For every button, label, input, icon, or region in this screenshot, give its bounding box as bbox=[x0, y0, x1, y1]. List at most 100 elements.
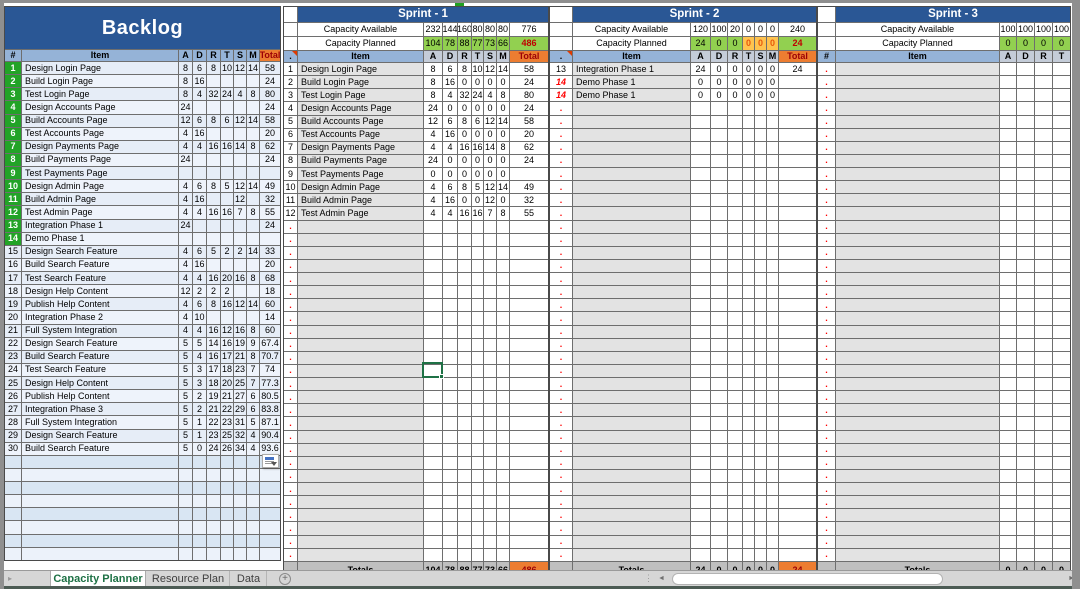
value-cell[interactable] bbox=[472, 233, 483, 246]
row-number[interactable]: . bbox=[550, 483, 572, 496]
value-cell[interactable]: 0 bbox=[472, 168, 483, 181]
value-cell[interactable] bbox=[743, 194, 754, 207]
item-cell[interactable] bbox=[836, 89, 999, 102]
value-cell[interactable] bbox=[767, 181, 778, 194]
value-cell[interactable]: 14 bbox=[484, 141, 496, 154]
value-cell[interactable] bbox=[1053, 299, 1070, 312]
value-cell[interactable] bbox=[1035, 141, 1052, 154]
row-number[interactable]: . bbox=[818, 259, 835, 272]
value-cell[interactable] bbox=[497, 509, 509, 522]
row-number[interactable]: . bbox=[818, 443, 835, 456]
value-cell[interactable] bbox=[424, 233, 442, 246]
fill-handle[interactable] bbox=[439, 374, 444, 379]
value-cell[interactable] bbox=[767, 364, 778, 377]
value-cell[interactable] bbox=[767, 286, 778, 299]
value-cell[interactable] bbox=[711, 141, 727, 154]
item-cell[interactable] bbox=[836, 535, 999, 548]
total-cell[interactable] bbox=[779, 273, 816, 286]
value-cell[interactable] bbox=[1017, 378, 1034, 391]
scroll-right-icon[interactable]: ► bbox=[1068, 575, 1075, 582]
row-number[interactable]: . bbox=[284, 483, 297, 496]
empty-cell[interactable] bbox=[221, 508, 233, 521]
row-number[interactable]: . bbox=[818, 456, 835, 469]
row-number[interactable]: 15 bbox=[5, 245, 21, 258]
value-cell[interactable] bbox=[728, 233, 742, 246]
value-cell[interactable]: 2 bbox=[221, 245, 233, 258]
total-cell[interactable]: 20 bbox=[260, 258, 280, 271]
item-cell[interactable]: Build Search Feature bbox=[22, 442, 178, 455]
value-cell[interactable] bbox=[691, 312, 710, 325]
value-cell[interactable]: 4 bbox=[247, 429, 259, 442]
value-cell[interactable] bbox=[1000, 443, 1016, 456]
value-cell[interactable] bbox=[1000, 246, 1016, 259]
value-cell[interactable]: 0 bbox=[458, 194, 471, 207]
item-cell[interactable] bbox=[573, 128, 690, 141]
value-cell[interactable] bbox=[497, 351, 509, 364]
value-cell[interactable] bbox=[711, 246, 727, 259]
total-cell[interactable] bbox=[260, 232, 280, 245]
value-cell[interactable]: 14 bbox=[207, 337, 220, 350]
row-number[interactable]: . bbox=[284, 469, 297, 482]
capacity-available-value[interactable]: 80 bbox=[484, 23, 496, 36]
row-number[interactable]: . bbox=[818, 63, 835, 76]
value-cell[interactable] bbox=[1053, 364, 1070, 377]
value-cell[interactable] bbox=[443, 443, 457, 456]
row-number[interactable]: 12 bbox=[5, 206, 21, 219]
value-cell[interactable] bbox=[711, 430, 727, 443]
value-cell[interactable] bbox=[207, 153, 220, 166]
item-cell[interactable]: Integration Phase 1 bbox=[573, 63, 690, 76]
value-cell[interactable] bbox=[728, 115, 742, 128]
item-cell[interactable] bbox=[836, 76, 999, 89]
row-number[interactable]: . bbox=[818, 141, 835, 154]
value-cell[interactable] bbox=[497, 286, 509, 299]
value-cell[interactable] bbox=[1017, 430, 1034, 443]
item-cell[interactable] bbox=[573, 404, 690, 417]
value-cell[interactable] bbox=[767, 325, 778, 338]
item-cell[interactable] bbox=[836, 194, 999, 207]
value-cell[interactable] bbox=[472, 443, 483, 456]
row-number[interactable]: 16 bbox=[5, 258, 21, 271]
value-cell[interactable] bbox=[497, 535, 509, 548]
value-cell[interactable] bbox=[728, 535, 742, 548]
total-cell[interactable]: 87.1 bbox=[260, 416, 280, 429]
item-cell[interactable]: Test Accounts Page bbox=[22, 127, 178, 140]
value-cell[interactable] bbox=[424, 273, 442, 286]
item-cell[interactable] bbox=[298, 273, 423, 286]
capacity-planned-value[interactable]: 77 bbox=[472, 37, 483, 50]
total-cell[interactable]: 93.6 bbox=[260, 442, 280, 455]
row-number[interactable]: . bbox=[550, 417, 572, 430]
value-cell[interactable] bbox=[497, 299, 509, 312]
value-cell[interactable]: 16 bbox=[234, 324, 246, 337]
item-cell[interactable] bbox=[836, 299, 999, 312]
value-cell[interactable] bbox=[443, 378, 457, 391]
capacity-planned-value[interactable]: 66 bbox=[497, 37, 509, 50]
row-number[interactable]: . bbox=[818, 522, 835, 535]
row-number[interactable]: 4 bbox=[284, 102, 297, 115]
value-cell[interactable] bbox=[767, 154, 778, 167]
row-number[interactable]: 13 bbox=[5, 219, 21, 232]
value-cell[interactable] bbox=[755, 207, 766, 220]
item-cell[interactable]: Design Search Feature bbox=[22, 245, 178, 258]
total-cell[interactable]: 33 bbox=[260, 245, 280, 258]
value-cell[interactable]: 8 bbox=[424, 76, 442, 89]
value-cell[interactable] bbox=[497, 483, 509, 496]
value-cell[interactable] bbox=[424, 286, 442, 299]
value-cell[interactable]: 5 bbox=[179, 337, 192, 350]
value-cell[interactable]: 0 bbox=[472, 102, 483, 115]
total-cell[interactable] bbox=[779, 469, 816, 482]
value-cell[interactable] bbox=[743, 115, 754, 128]
total-cell[interactable] bbox=[779, 102, 816, 115]
row-number[interactable]: . bbox=[818, 391, 835, 404]
value-cell[interactable] bbox=[691, 325, 710, 338]
value-cell[interactable] bbox=[743, 338, 754, 351]
item-cell[interactable] bbox=[836, 233, 999, 246]
value-cell[interactable] bbox=[755, 325, 766, 338]
value-cell[interactable] bbox=[1053, 404, 1070, 417]
value-cell[interactable] bbox=[755, 351, 766, 364]
value-cell[interactable] bbox=[711, 535, 727, 548]
value-cell[interactable] bbox=[247, 311, 259, 324]
item-cell[interactable]: Test Login Page bbox=[298, 89, 423, 102]
value-cell[interactable] bbox=[221, 101, 233, 114]
value-cell[interactable]: 23 bbox=[207, 429, 220, 442]
value-cell[interactable] bbox=[1000, 207, 1016, 220]
